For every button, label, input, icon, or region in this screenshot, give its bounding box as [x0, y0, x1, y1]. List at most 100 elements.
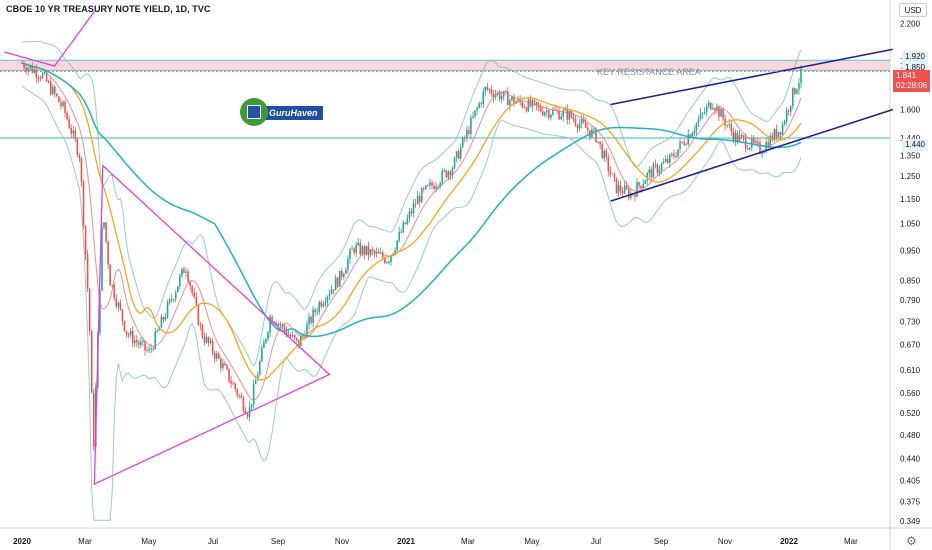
candle-down: [710, 102, 712, 110]
candle-down: [234, 383, 236, 390]
candle-up: [316, 311, 318, 313]
candle-up: [785, 110, 788, 122]
candle-down: [199, 325, 202, 327]
candle-up: [425, 185, 427, 190]
candle-up: [412, 203, 415, 214]
candle-up: [361, 246, 364, 255]
chart-title: CBOE 10 YR TREASURY NOTE YIELD, 1D, TVC: [6, 4, 211, 14]
candle-down: [595, 128, 597, 143]
candle-up: [101, 227, 103, 291]
candle-down: [162, 316, 165, 320]
candle-down: [732, 131, 735, 142]
candle-up: [648, 169, 651, 174]
candle-down: [714, 108, 716, 111]
candle-up: [482, 91, 485, 105]
candle-down: [767, 142, 769, 148]
candle-up: [148, 349, 150, 351]
y-tick-label: 0.480: [900, 431, 921, 440]
candle-up: [437, 186, 439, 188]
gear-icon[interactable]: ⚙: [906, 534, 917, 548]
candle-up: [642, 183, 644, 189]
candle-down: [78, 155, 81, 159]
candle-down: [47, 81, 50, 83]
y-tick-label: 0.670: [900, 341, 921, 350]
candle-up: [205, 336, 208, 343]
candle-down: [498, 92, 501, 100]
y-tick-label: 1.050: [900, 219, 921, 228]
candle-up: [699, 113, 702, 120]
candle-up: [164, 316, 167, 320]
candle-up: [322, 303, 325, 307]
candle-down: [535, 101, 538, 106]
candle-down: [58, 96, 60, 103]
candle-down: [507, 91, 509, 106]
candle-up: [398, 231, 400, 241]
candle-up: [29, 65, 31, 68]
candle-up: [697, 119, 700, 124]
candle-up: [133, 340, 136, 344]
candle-up: [664, 158, 667, 162]
candle-down: [359, 242, 362, 255]
candle-down: [115, 298, 118, 307]
candle-up: [687, 134, 690, 145]
candle-down: [634, 194, 636, 197]
candle-up: [726, 124, 728, 126]
candle-up: [695, 123, 698, 131]
y-tick-label: 1.250: [900, 172, 921, 181]
candle-down: [722, 109, 724, 119]
candle-up: [338, 270, 341, 287]
candle-down: [31, 65, 34, 73]
y-tick-label: 0.349: [900, 517, 921, 526]
candle-down: [23, 63, 25, 68]
candle-down: [656, 164, 659, 173]
candle-down: [449, 171, 452, 176]
candle-up: [402, 222, 405, 233]
candle-down: [490, 89, 493, 94]
candle-up: [174, 292, 177, 300]
candle-down: [39, 77, 42, 79]
candle-up: [543, 112, 546, 116]
channel-bottom-line: [610, 108, 894, 202]
candle-down: [675, 156, 677, 158]
candle-up: [484, 86, 487, 92]
x-tick-label: 2020: [13, 537, 31, 546]
candle-up: [769, 135, 772, 148]
candle-up: [476, 107, 478, 111]
candle-down: [226, 365, 228, 369]
candle-up: [172, 299, 175, 301]
candle-down: [88, 288, 91, 332]
candle-up: [287, 334, 290, 336]
candle-down: [794, 88, 796, 94]
candle-down: [605, 150, 608, 158]
candle-up: [662, 161, 665, 164]
candle-down: [353, 248, 355, 253]
candle-down: [246, 414, 249, 417]
candle-down: [464, 137, 466, 139]
candle-up: [792, 88, 794, 107]
candle-up: [451, 168, 454, 176]
candle-down: [170, 299, 173, 301]
candle-down: [136, 340, 138, 343]
candle-up: [546, 110, 548, 113]
y-tick-label: 1.440: [900, 134, 921, 143]
candle-up: [552, 109, 554, 115]
candle-up: [51, 86, 54, 95]
candle-down: [414, 203, 417, 205]
candle-down: [418, 195, 421, 203]
price-tag-1440: 1.440: [901, 139, 928, 151]
candle-up: [712, 108, 714, 110]
candle-up: [677, 149, 679, 157]
candle-up: [259, 361, 261, 375]
candle-down: [230, 381, 232, 384]
candle-down: [625, 185, 628, 189]
candle-up: [777, 131, 780, 138]
candle-up: [701, 112, 704, 114]
y-tick-label: 0.850: [900, 276, 921, 285]
currency-label[interactable]: USD: [899, 3, 927, 17]
candle-up: [429, 182, 431, 186]
candle-up: [441, 170, 444, 183]
candle-up: [263, 342, 265, 348]
candle-up: [703, 112, 706, 114]
candle-down: [558, 110, 560, 120]
